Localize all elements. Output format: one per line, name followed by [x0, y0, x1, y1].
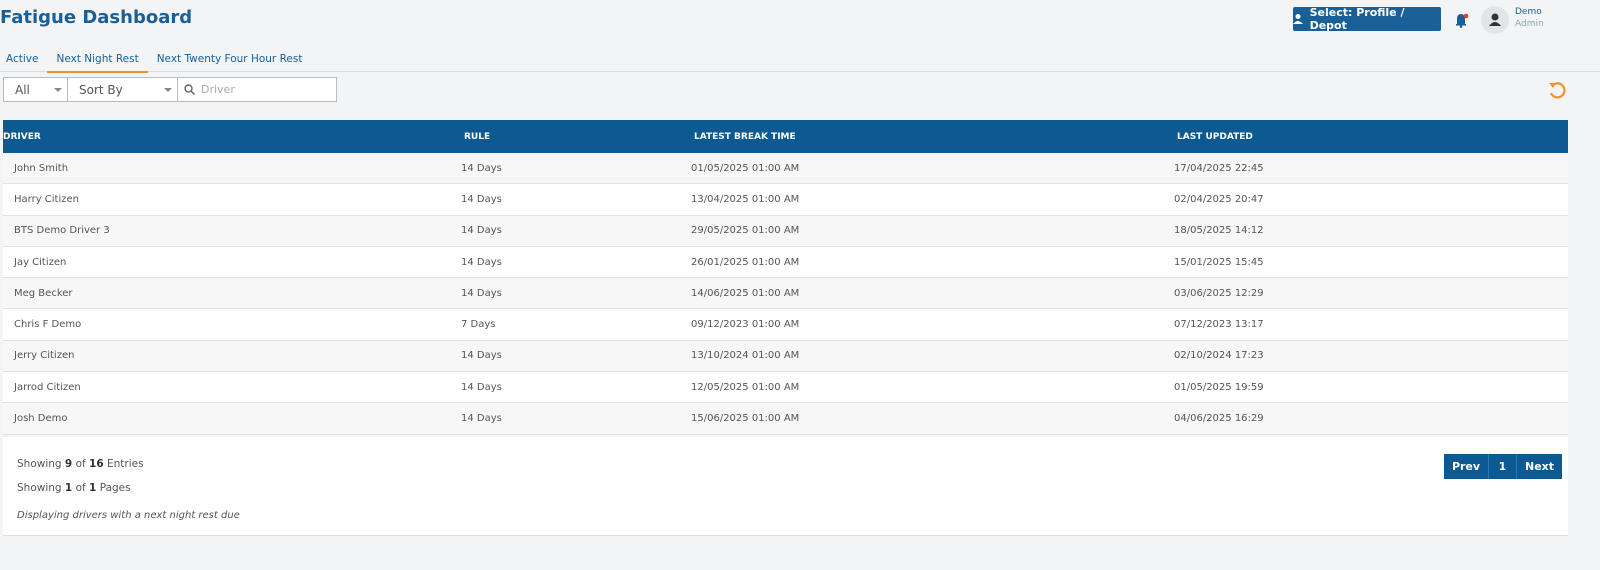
table-cell: 03/06/2025 12:29: [1174, 277, 1568, 310]
table-cell: 14 Days: [461, 183, 691, 216]
table-row[interactable]: BTS Demo Driver 3 14 Days 29/05/2025 01:00…: [3, 215, 1568, 247]
page-button[interactable]: 1: [1489, 454, 1517, 479]
table-cell: 14 Days: [461, 277, 691, 310]
table-cell: Chris F Demo: [3, 308, 461, 341]
prev-button[interactable]: Prev: [1444, 454, 1489, 479]
table-cell: 13/04/2025 01:00 AM: [691, 183, 1174, 216]
table-cell: Jarrod Citizen: [3, 371, 461, 404]
table-cell: 14 Days: [461, 340, 691, 373]
table-cell: 26/01/2025 01:00 AM: [691, 246, 1174, 279]
table-cell: Meg Becker: [3, 277, 461, 310]
text: Entries: [107, 458, 144, 470]
caret: [164, 88, 172, 92]
tab-bar: Active Next Night Rest Next Twenty Four Ho…: [0, 48, 1600, 73]
table-row[interactable]: Jarrod Citizen 14 Days 12/05/2025 01:00 AM…: [3, 371, 1568, 404]
notification-bell[interactable]: [1453, 11, 1471, 29]
table-cell: Jay Citizen: [3, 246, 461, 279]
column-header: LATEST BREAK TIME: [691, 120, 1174, 153]
table-cell: 14/06/2025 01:00 AM: [691, 277, 1174, 310]
column-header: LAST UPDATED: [1174, 120, 1568, 153]
table-cell: 15/06/2025 01:00 AM: [691, 402, 1174, 435]
table-cell: 01/05/2025 01:00 AM: [691, 153, 1174, 185]
page-title: Fatigue Dashboard: [0, 7, 193, 28]
table-cell: Josh Demo: [3, 402, 461, 435]
profile-button-label: Select: Profile / Depot: [1309, 6, 1405, 32]
profile-button[interactable]: Select: Profile / Depot: [1293, 6, 1441, 32]
status-select[interactable]: All: [3, 77, 68, 102]
table-cell: 14 Days: [461, 371, 691, 404]
table-body: John Smith 14 Days 01/05/2025 01:00 AM 17/0…: [3, 153, 1568, 435]
count: 16: [89, 458, 104, 470]
table-cell: 12/05/2025 01:00 AM: [691, 371, 1174, 404]
sort-value: Sort By: [79, 82, 123, 97]
table-row[interactable]: John Smith 14 Days 01/05/2025 01:00 AM 17/0…: [3, 153, 1568, 185]
table-row[interactable]: Jerry Citizen 14 Days 13/10/2024 01:00 AM 0…: [3, 340, 1568, 373]
table-cell: 02/04/2025 20:47: [1174, 183, 1568, 216]
table-cell: 18/05/2025 14:12: [1174, 215, 1568, 247]
table-cell: Harry Citizen: [3, 183, 461, 216]
text: of: [75, 482, 86, 494]
table-row[interactable]: Chris F Demo 7 Days 09/12/2023 01:00 AM 07/…: [3, 308, 1568, 341]
table-cell: 04/06/2025 16:29: [1174, 402, 1568, 435]
text: of: [75, 458, 86, 470]
tab[interactable]: Active: [6, 53, 39, 65]
user-avatar[interactable]: [1481, 6, 1509, 34]
table-cell: 14 Days: [461, 246, 691, 279]
text: Pages: [99, 482, 131, 494]
avatar-icon: [1489, 13, 1501, 26]
table-cell: 01/05/2025 19:59: [1174, 371, 1568, 404]
status-value: All: [15, 82, 30, 97]
user-name: Demo: [1515, 7, 1542, 17]
pagination: Prev 1 Next: [1444, 454, 1562, 479]
count: 1: [64, 482, 73, 494]
count: 1: [89, 482, 97, 494]
refresh-button[interactable]: [1547, 80, 1567, 100]
tab[interactable]: Next Night Rest: [47, 48, 148, 73]
user-role: Admin: [1515, 19, 1544, 29]
table-cell: 14 Days: [461, 215, 691, 247]
table-cell: 7 Days: [461, 308, 691, 341]
column-header: DRIVER: [3, 120, 461, 153]
text: Showing: [17, 482, 62, 494]
table-cell: 15/01/2025 15:45: [1174, 246, 1568, 279]
table-cell: BTS Demo Driver 3: [3, 215, 461, 247]
table-cell: Jerry Citizen: [3, 340, 461, 373]
table-cell: 14 Days: [461, 402, 691, 435]
table-cell: 02/10/2024 17:23: [1174, 340, 1568, 373]
table-cell: John Smith: [3, 153, 461, 185]
table-cell: 09/12/2023 01:00 AM: [691, 308, 1174, 341]
text: Showing: [17, 458, 62, 470]
table-cell: 13/10/2024 01:00 AM: [691, 340, 1174, 373]
column-header: RULE: [461, 120, 691, 153]
tab[interactable]: Next Twenty Four Hour Rest: [156, 53, 303, 65]
table-cell: 07/12/2023 13:17: [1174, 308, 1568, 341]
table-cell: 29/05/2025 01:00 AM: [691, 215, 1174, 247]
table-cell: 14 Days: [461, 153, 691, 185]
sort-select[interactable]: Sort By: [67, 77, 178, 102]
profile-icon: [1293, 14, 1303, 24]
table-header: DRIVER RULE LATEST BREAK TIME LAST UPDATED: [3, 120, 1568, 153]
entries-summary: Showing 9 of 16 Entries: [17, 458, 144, 470]
pages-summary: Showing 1 of 1 Pages: [17, 482, 131, 494]
table-footer: Showing 9 of 16 Entries Showing 1 of 1 P…: [3, 437, 1568, 536]
table-row[interactable]: Josh Demo 14 Days 15/06/2025 01:00 AM 04/06…: [3, 402, 1568, 435]
drivers-table: DRIVER RULE LATEST BREAK TIME LAST UPDATED …: [3, 120, 1568, 435]
table-row[interactable]: Meg Becker 14 Days 14/06/2025 01:00 AM 03/0…: [3, 277, 1568, 310]
search-placeholder: Driver: [201, 83, 235, 96]
search-icon: [184, 84, 195, 95]
table-row[interactable]: Harry Citizen 14 Days 13/04/2025 01:00 AM 0…: [3, 183, 1568, 216]
count: 9: [64, 458, 73, 470]
next-button[interactable]: Next: [1517, 454, 1562, 479]
driver-search[interactable]: Driver: [177, 77, 337, 102]
table-row[interactable]: Jay Citizen 14 Days 26/01/2025 01:00 AM 15/…: [3, 246, 1568, 279]
caret: [54, 88, 62, 92]
footer-note: Displaying drivers with a next night res…: [17, 510, 240, 521]
table-cell: 17/04/2025 22:45: [1174, 153, 1568, 185]
